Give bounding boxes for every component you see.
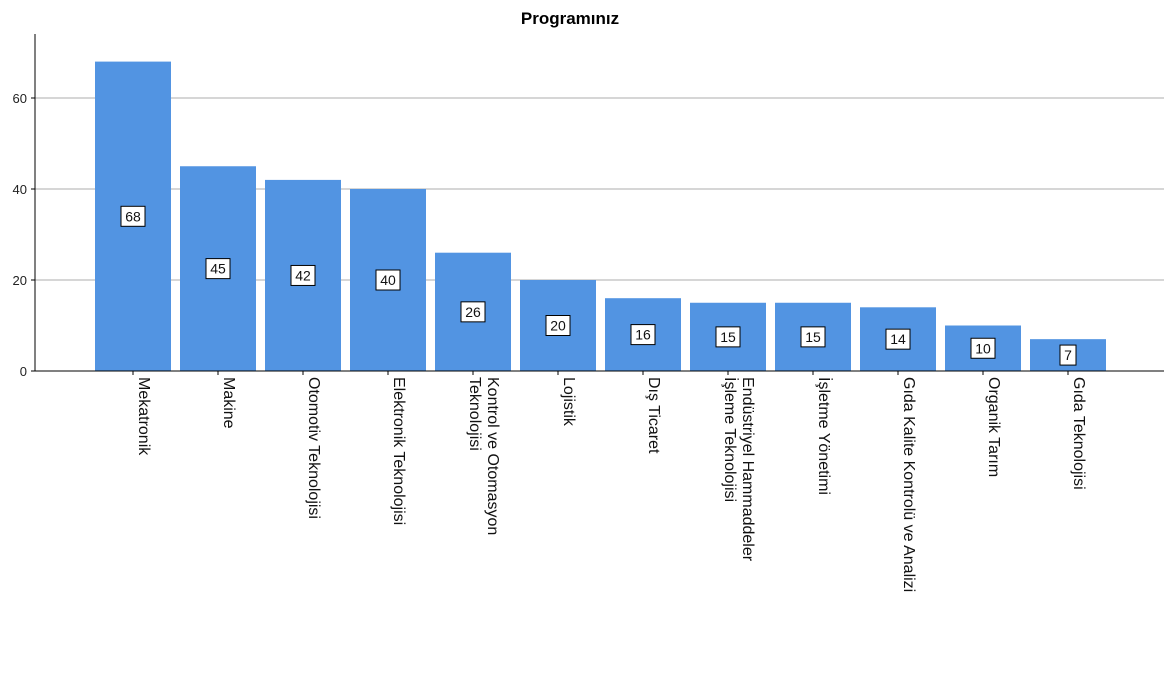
x-tick-label: İşleme Teknolojisi: [721, 377, 740, 502]
chart-title: Programınız: [521, 9, 619, 28]
data-label-box: [970, 337, 996, 359]
axes: [31, 34, 1164, 375]
data-label: 26: [465, 304, 481, 320]
x-tick-label: Dış Ticaret: [645, 377, 662, 454]
x-tick-label: Makine: [220, 377, 237, 429]
y-tick-label: 0: [20, 364, 27, 379]
data-label-box: [375, 269, 401, 291]
data-label-box: [460, 301, 486, 323]
data-label-box: [885, 328, 911, 350]
data-label: 15: [720, 329, 736, 345]
data-label: 10: [975, 340, 991, 356]
data-label-box: [800, 326, 826, 348]
x-tick-label: Gıda Kalite Kontrolü ve Analizi: [900, 377, 917, 592]
data-label: 68: [125, 208, 141, 224]
data-label-box: [545, 315, 571, 336]
data-label: 40: [380, 272, 396, 288]
x-tick-label: Organik Tarım: [985, 377, 1002, 477]
data-label-box: [120, 205, 146, 227]
y-tick-label: 40: [13, 182, 27, 197]
data-label: 7: [1064, 347, 1072, 363]
data-label-box: [205, 258, 231, 280]
x-tick-label: Endüstriyel Hammaddeler: [739, 377, 756, 562]
y-tick-labels: 0 20 40 60: [13, 91, 27, 379]
data-label: 14: [890, 331, 906, 347]
data-label: 42: [295, 267, 311, 283]
data-label-box: [630, 324, 656, 346]
x-tick-label: Gıda Teknolojisi: [1070, 377, 1087, 490]
bars: [95, 61, 1106, 371]
x-tick-label: Elektronik Teknolojisi: [390, 377, 407, 525]
x-tick-label: İşletme Yönetimi: [815, 377, 834, 495]
x-tick-label: Kontrol ve Otomasyon: [484, 377, 501, 535]
data-labels: 68 45 42 40 26 20 16 15 15 14 10 7: [120, 205, 1077, 366]
data-label: 15: [805, 329, 821, 345]
data-label: 45: [210, 261, 226, 277]
data-label-box: [1059, 344, 1077, 366]
x-tick-label: Mekatronik: [135, 377, 152, 456]
y-tick-label: 60: [13, 91, 27, 106]
x-tick-label: Teknolojisi: [466, 377, 483, 451]
data-label: 16: [635, 327, 651, 343]
y-tick-label: 20: [13, 273, 27, 288]
data-label-box: [715, 326, 741, 348]
x-tick-labels: Mekatronik Makine Otomotiv Teknolojisi Elek…: [135, 377, 1087, 592]
x-tick-label: Otomotiv Teknolojisi: [305, 377, 322, 519]
data-label: 20: [550, 318, 566, 334]
data-label-box: [290, 264, 316, 286]
x-tick-label: Lojistik: [560, 377, 577, 427]
